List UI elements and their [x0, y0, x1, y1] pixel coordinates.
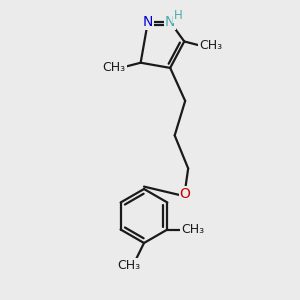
- Text: H: H: [174, 9, 183, 22]
- Text: CH₃: CH₃: [103, 61, 126, 74]
- Text: O: O: [180, 187, 190, 201]
- Text: N: N: [165, 15, 175, 29]
- Text: CH₃: CH₃: [117, 259, 141, 272]
- Text: CH₃: CH₃: [199, 40, 222, 52]
- Text: N: N: [142, 15, 153, 29]
- Text: CH₃: CH₃: [181, 223, 204, 236]
